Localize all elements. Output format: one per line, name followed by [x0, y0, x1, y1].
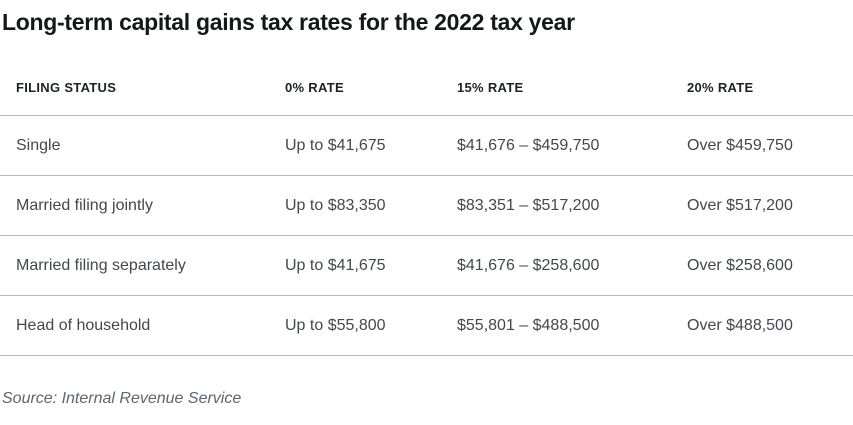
column-header-filing-status: FILING STATUS [16, 80, 117, 95]
source-attribution: Source: Internal Revenue Service [2, 390, 242, 407]
tax-rates-table: FILING STATUS 0% RATE 15% RATE 20% RATE … [0, 60, 853, 356]
filing-status-cell: Head of household [16, 316, 151, 334]
rate-20-cell: Over $459,750 [687, 136, 793, 154]
filing-status-cell: Single [16, 136, 61, 154]
column-header-20-rate: 20% RATE [687, 80, 754, 95]
rate-0-cell: Up to $83,350 [285, 196, 386, 214]
rate-15-cell: $55,801 – $488,500 [457, 316, 600, 334]
rate-0-cell: Up to $55,800 [285, 316, 386, 334]
column-header-15-rate: 15% RATE [457, 80, 524, 95]
table-row-single: Single Up to $41,675 $41,676 – $459,750 … [0, 116, 853, 176]
rate-0-cell: Up to $41,675 [285, 256, 386, 274]
page-title: Long-term capital gains tax rates for th… [2, 9, 575, 35]
table-row-head-of-household: Head of household Up to $55,800 $55,801 … [0, 296, 853, 356]
rate-15-cell: $41,676 – $459,750 [457, 136, 600, 154]
filing-status-cell: Married filing jointly [16, 196, 153, 214]
table-row-married-jointly: Married filing jointly Up to $83,350 $83… [0, 176, 853, 236]
filing-status-cell: Married filing separately [16, 256, 186, 274]
rate-20-cell: Over $258,600 [687, 256, 793, 274]
rate-15-cell: $83,351 – $517,200 [457, 196, 600, 214]
rate-20-cell: Over $517,200 [687, 196, 793, 214]
rate-0-cell: Up to $41,675 [285, 136, 386, 154]
table-row-married-separately: Married filing separately Up to $41,675 … [0, 236, 853, 296]
column-header-0-rate: 0% RATE [285, 80, 344, 95]
rate-20-cell: Over $488,500 [687, 316, 793, 334]
rate-15-cell: $41,676 – $258,600 [457, 256, 600, 274]
table-header-row: FILING STATUS 0% RATE 15% RATE 20% RATE [0, 60, 853, 116]
